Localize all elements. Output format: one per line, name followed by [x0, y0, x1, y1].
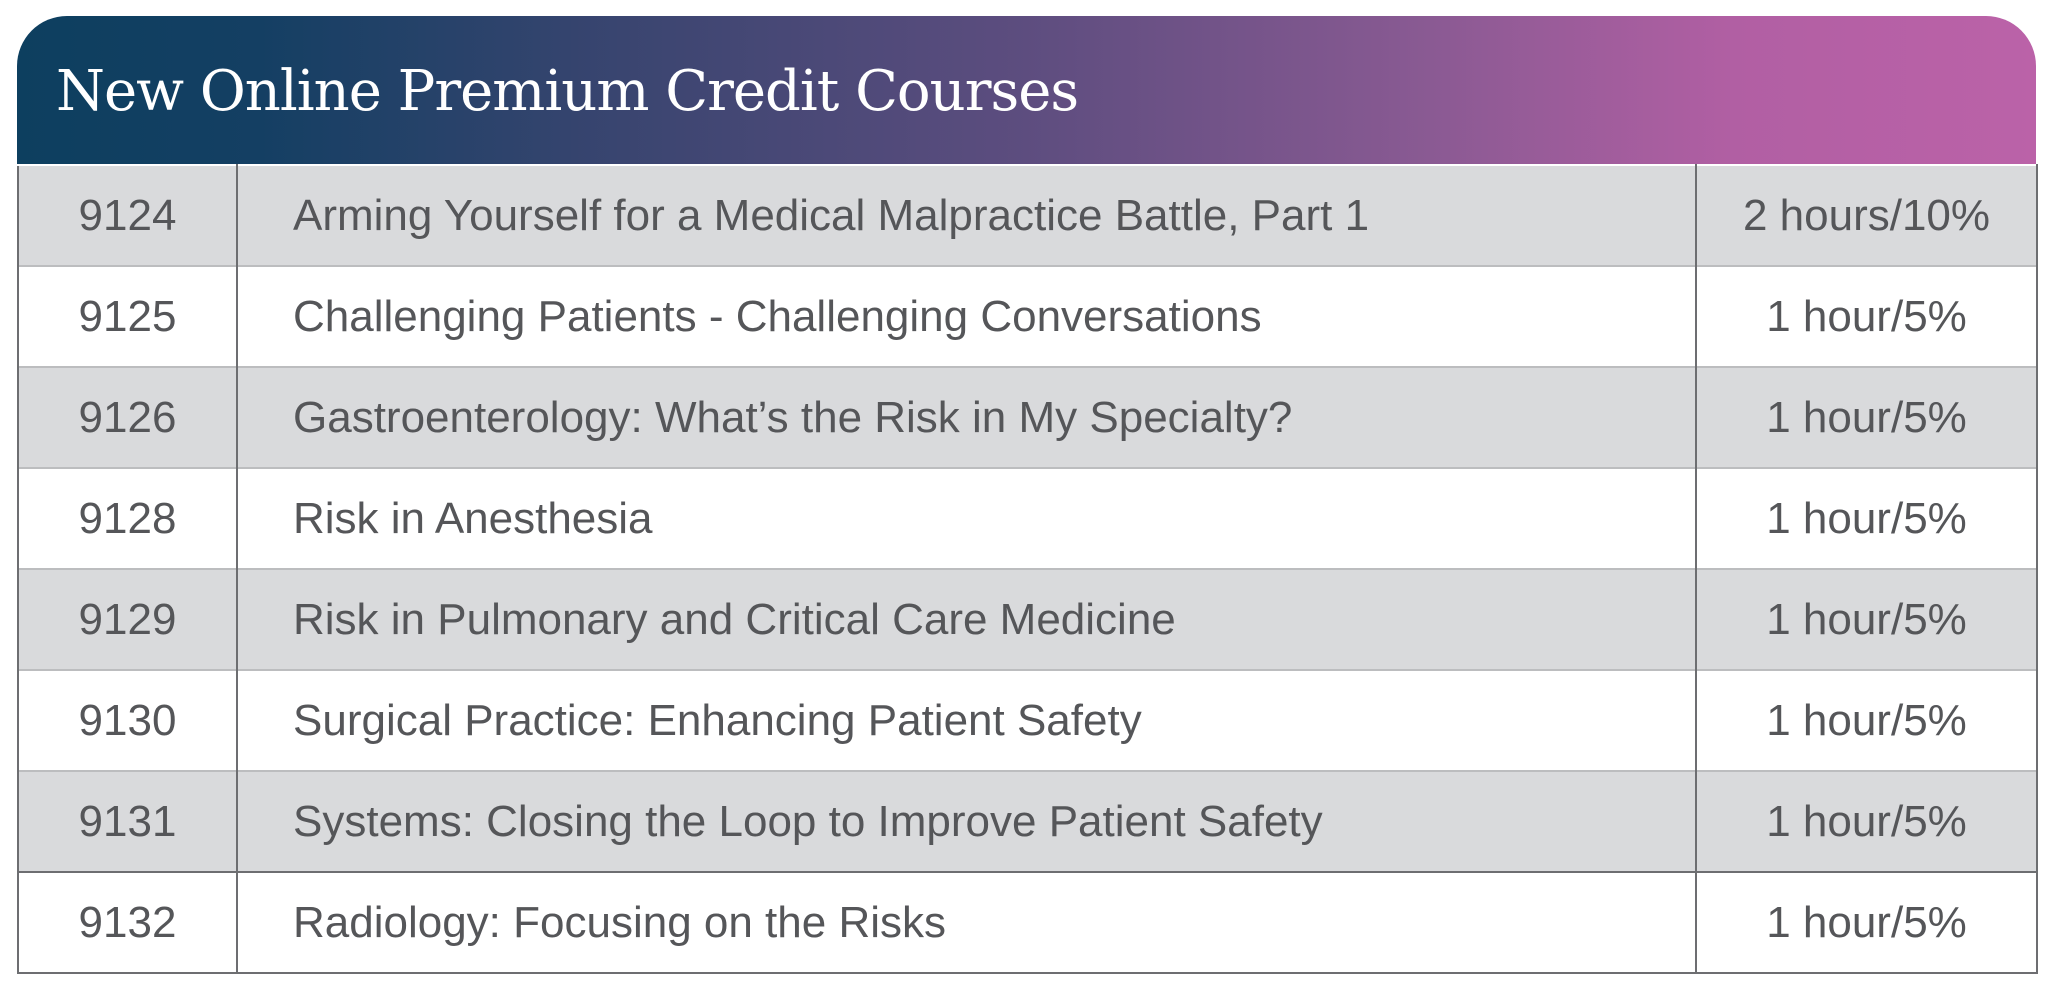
course-number: 9132	[17, 871, 238, 974]
table-row: 9128 Risk in Anesthesia 1 hour/5%	[17, 467, 2038, 569]
course-credit: 1 hour/5%	[1696, 366, 2038, 468]
table-row: 9129 Risk in Pulmonary and Critical Care…	[17, 568, 2038, 670]
table-row: 9124 Arming Yourself for a Medical Malpr…	[17, 164, 2038, 266]
course-number: 9131	[17, 770, 238, 872]
table-row: 9125 Challenging Patients - Challenging …	[17, 265, 2038, 367]
course-credit: 1 hour/5%	[1696, 669, 2038, 771]
header-banner: New Online Premium Credit Courses	[17, 16, 2036, 164]
courses-table: 9124 Arming Yourself for a Medical Malpr…	[17, 164, 2038, 974]
table-row: 9131 Systems: Closing the Loop to Improv…	[17, 770, 2038, 872]
page-title: New Online Premium Credit Courses	[56, 58, 1079, 124]
course-number: 9130	[17, 669, 238, 771]
course-title: Risk in Pulmonary and Critical Care Medi…	[237, 568, 1697, 670]
course-title: Systems: Closing the Loop to Improve Pat…	[237, 770, 1697, 872]
course-title: Radiology: Focusing on the Risks	[237, 871, 1697, 974]
course-title: Challenging Patients - Challenging Conve…	[237, 265, 1697, 367]
course-number: 9124	[17, 164, 238, 266]
course-title: Surgical Practice: Enhancing Patient Saf…	[237, 669, 1697, 771]
table-row: 9126 Gastroenterology: What’s the Risk i…	[17, 366, 2038, 468]
table-row: 9132 Radiology: Focusing on the Risks 1 …	[17, 871, 2038, 974]
courses-card: New Online Premium Credit Courses 9124 A…	[17, 16, 2038, 974]
course-number: 9126	[17, 366, 238, 468]
course-credit: 2 hours/10%	[1696, 164, 2038, 266]
course-credit: 1 hour/5%	[1696, 770, 2038, 872]
course-credit: 1 hour/5%	[1696, 871, 2038, 974]
table-row: 9130 Surgical Practice: Enhancing Patien…	[17, 669, 2038, 771]
course-number: 9129	[17, 568, 238, 670]
course-number: 9128	[17, 467, 238, 569]
course-title: Gastroenterology: What’s the Risk in My …	[237, 366, 1697, 468]
course-title: Risk in Anesthesia	[237, 467, 1697, 569]
course-credit: 1 hour/5%	[1696, 265, 2038, 367]
course-credit: 1 hour/5%	[1696, 568, 2038, 670]
course-number: 9125	[17, 265, 238, 367]
course-credit: 1 hour/5%	[1696, 467, 2038, 569]
course-title: Arming Yourself for a Medical Malpractic…	[237, 164, 1697, 266]
